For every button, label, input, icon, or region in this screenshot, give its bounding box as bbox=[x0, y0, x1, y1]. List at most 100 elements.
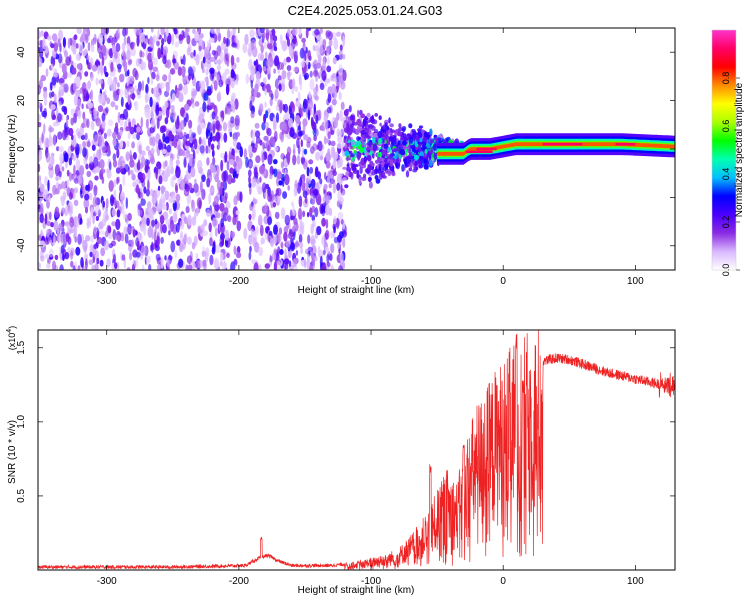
heatmap-cell bbox=[227, 215, 232, 223]
heatmap-cell bbox=[173, 28, 178, 35]
heatmap-cell bbox=[266, 58, 270, 68]
heatmap-cell bbox=[38, 192, 41, 198]
snr-y-ticks: 0.5 1.0 1.5 bbox=[16, 340, 675, 503]
heatmap-cell bbox=[389, 153, 394, 159]
heatmap-cell bbox=[327, 31, 333, 41]
heatmap-cell bbox=[284, 173, 290, 186]
heatmap-cell bbox=[293, 185, 297, 197]
heatmap-cell bbox=[160, 185, 165, 195]
heatmap-cell bbox=[429, 160, 433, 167]
heatmap-cell bbox=[310, 178, 316, 189]
heatmap-cell bbox=[375, 178, 381, 184]
heatmap-cell bbox=[129, 251, 132, 261]
heatmap-cell bbox=[319, 255, 323, 268]
heatmap-cell bbox=[374, 129, 379, 134]
heatmap-cell bbox=[51, 76, 57, 86]
heatmap-cell bbox=[273, 168, 278, 178]
heatmap-cell bbox=[432, 143, 437, 152]
heatmap-cell bbox=[198, 33, 204, 39]
heatmap-cell bbox=[165, 81, 170, 93]
heatmap-cell bbox=[242, 43, 248, 54]
heatmap-cell bbox=[178, 131, 183, 139]
heatmap-cell bbox=[265, 110, 269, 119]
x-tick-label: 100 bbox=[627, 276, 644, 287]
heatmap-cell bbox=[234, 35, 238, 43]
heatmap-cell bbox=[54, 254, 59, 261]
heatmap-cell bbox=[325, 204, 330, 216]
heatmap-cell bbox=[123, 36, 127, 46]
heatmap-cell bbox=[333, 38, 339, 50]
heatmap-cell bbox=[313, 135, 317, 142]
heatmap-cell bbox=[364, 168, 369, 173]
heatmap-cell bbox=[94, 204, 100, 215]
heatmap-cell bbox=[51, 109, 55, 121]
heatmap-cell bbox=[224, 48, 228, 55]
heatmap-cell bbox=[344, 143, 347, 149]
heatmap-cell bbox=[150, 111, 154, 120]
heatmap-cell bbox=[232, 28, 236, 36]
heatmap-cell bbox=[146, 159, 151, 166]
heatmap-cell bbox=[306, 166, 310, 177]
figure-title: C2E4.2025.053.01.24.G03 bbox=[288, 3, 443, 18]
heatmap-cell bbox=[342, 35, 345, 48]
heatmap-cell bbox=[326, 254, 330, 264]
heatmap-cell bbox=[59, 161, 63, 170]
heatmap-cell bbox=[175, 159, 180, 166]
heatmap-cell bbox=[319, 28, 323, 34]
heatmap-cell bbox=[316, 36, 320, 48]
heatmap-cell bbox=[294, 86, 299, 92]
heatmap-cell bbox=[352, 170, 358, 174]
heatmap-cell bbox=[42, 38, 46, 50]
heatmap-cell bbox=[151, 87, 154, 95]
heatmap-cell bbox=[209, 67, 215, 75]
heatmap-cell bbox=[183, 156, 187, 168]
heatmap-cell bbox=[433, 152, 438, 160]
heatmap-cell bbox=[399, 135, 405, 143]
heatmap-cell bbox=[393, 130, 399, 136]
heatmap-cell bbox=[48, 194, 51, 203]
heatmap-cell bbox=[215, 212, 221, 219]
heatmap-cell bbox=[339, 128, 344, 136]
heatmap-cell bbox=[255, 155, 261, 164]
heatmap-cell bbox=[197, 28, 201, 34]
heatmap-cell bbox=[164, 35, 168, 41]
heatmap-cell bbox=[348, 105, 352, 113]
snr-frame bbox=[37, 329, 676, 571]
heatmap-cell bbox=[75, 53, 81, 61]
heatmap-cell bbox=[161, 105, 167, 116]
heatmap-cell bbox=[153, 191, 158, 204]
heatmap-cell bbox=[330, 231, 335, 239]
heatmap-cell bbox=[307, 99, 314, 110]
heatmap-cell bbox=[226, 160, 230, 171]
heatmap-cell bbox=[112, 131, 117, 139]
heatmap-cell bbox=[139, 223, 145, 232]
heatmap-cell bbox=[40, 229, 43, 237]
heatmap-cell bbox=[319, 178, 323, 185]
heatmap-cell bbox=[149, 188, 154, 197]
heatmap-cell bbox=[200, 122, 206, 130]
heatmap-cell bbox=[145, 145, 150, 151]
heatmap-cell bbox=[190, 52, 194, 59]
heatmap-cell bbox=[86, 140, 91, 148]
heatmap-cell bbox=[344, 150, 350, 157]
heatmap-cell bbox=[296, 137, 300, 149]
heatmap-cell bbox=[170, 166, 174, 175]
heatmap-cell bbox=[48, 136, 54, 147]
heatmap-cell bbox=[276, 171, 283, 180]
heatmap-cell bbox=[161, 37, 165, 46]
heatmap-cells bbox=[38, 28, 675, 270]
heatmap-cell bbox=[253, 262, 259, 270]
heatmap-cell bbox=[378, 115, 382, 120]
heatmap-cell bbox=[174, 250, 178, 259]
heatmap-cell bbox=[66, 179, 70, 188]
heatmap-cell bbox=[120, 235, 125, 242]
heatmap-cell bbox=[338, 64, 344, 76]
heatmap-cell bbox=[84, 132, 88, 141]
heatmap-cell bbox=[223, 53, 230, 65]
tone-peak bbox=[615, 143, 636, 146]
heatmap-cell bbox=[424, 148, 428, 154]
heatmap-cell bbox=[231, 148, 235, 157]
heatmap-cell bbox=[326, 262, 331, 268]
heatmap-cell bbox=[269, 173, 273, 180]
heatmap-cell bbox=[381, 149, 387, 156]
